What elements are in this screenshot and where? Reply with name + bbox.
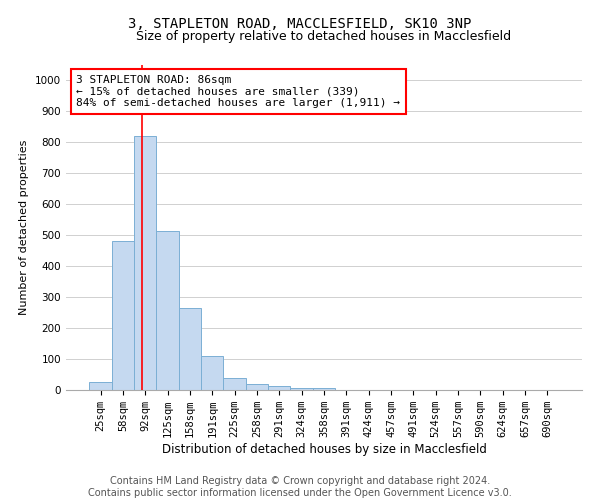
Text: Contains HM Land Registry data © Crown copyright and database right 2024.
Contai: Contains HM Land Registry data © Crown c… <box>88 476 512 498</box>
Bar <box>112 242 134 390</box>
Title: Size of property relative to detached houses in Macclesfield: Size of property relative to detached ho… <box>136 30 512 43</box>
Bar <box>223 378 246 390</box>
Bar <box>313 388 335 390</box>
Bar <box>290 388 313 390</box>
Bar <box>157 230 179 390</box>
Bar <box>246 384 268 390</box>
Bar <box>179 308 201 390</box>
Bar <box>89 382 112 390</box>
X-axis label: Distribution of detached houses by size in Macclesfield: Distribution of detached houses by size … <box>161 443 487 456</box>
Bar <box>134 136 157 390</box>
Text: 3, STAPLETON ROAD, MACCLESFIELD, SK10 3NP: 3, STAPLETON ROAD, MACCLESFIELD, SK10 3N… <box>128 18 472 32</box>
Y-axis label: Number of detached properties: Number of detached properties <box>19 140 29 315</box>
Bar <box>268 386 290 390</box>
Bar <box>201 356 223 390</box>
Text: 3 STAPLETON ROAD: 86sqm
← 15% of detached houses are smaller (339)
84% of semi-d: 3 STAPLETON ROAD: 86sqm ← 15% of detache… <box>76 74 400 108</box>
